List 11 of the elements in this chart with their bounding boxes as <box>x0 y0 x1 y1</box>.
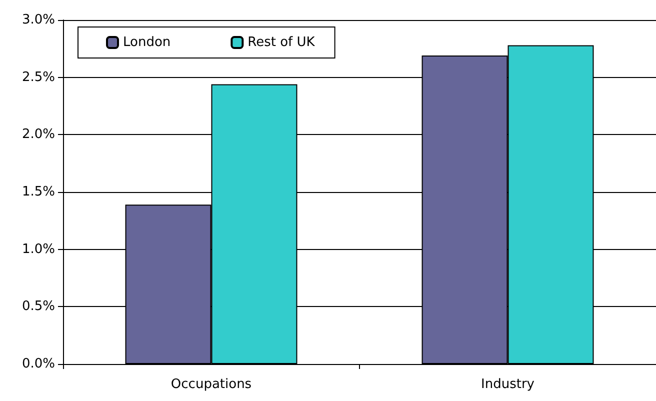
y-tick-label: 1.0% <box>22 242 55 257</box>
y-tick-label: 0.0% <box>22 356 55 372</box>
y-tick-label: 2.0% <box>22 127 55 142</box>
y-tick-label: 2.5% <box>22 70 55 85</box>
x-tick-label: Industry <box>481 377 535 392</box>
y-tick-label: 1.5% <box>22 184 55 200</box>
legend-label: Rest of UK <box>248 35 316 50</box>
y-tick-label: 0.5% <box>22 299 55 314</box>
x-tick-label: Occupations <box>170 377 252 392</box>
legend-label: London <box>123 35 171 50</box>
y-tick-label: 3.0% <box>22 12 55 28</box>
